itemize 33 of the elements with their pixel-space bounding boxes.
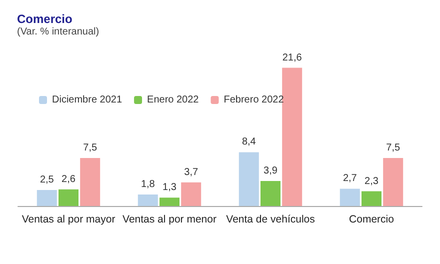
x-tick-label: Ventas al por menor: [122, 214, 217, 226]
data-label: 3,7: [184, 166, 198, 178]
bar: [36, 190, 57, 206]
data-label: 2,7: [342, 173, 358, 184]
bar: [362, 191, 382, 206]
data-label: 1,3: [162, 182, 177, 194]
data-label: 7,5: [83, 142, 98, 154]
bar: [260, 181, 280, 206]
chart-title: Comercio: [17, 12, 72, 26]
data-label: 2,5: [40, 174, 54, 186]
x-tick-label: Comercio: [349, 214, 394, 226]
data-label: 7,5: [386, 142, 400, 154]
chart-subtitle: (Var. % interanual): [17, 26, 100, 38]
bar: [340, 188, 360, 206]
legend-label: Febrero 2022: [224, 94, 284, 106]
data-label: 8,4: [242, 136, 256, 148]
data-label: 3,9: [264, 166, 278, 177]
data-label: 2,3: [364, 176, 379, 187]
x-tick-label: Venta de vehículos: [226, 214, 315, 226]
bar: [238, 152, 259, 206]
bar: [282, 68, 302, 206]
bar: [80, 158, 100, 206]
bar: [160, 198, 180, 206]
legend-label: Diciembre 2021: [52, 94, 122, 106]
bar: [58, 189, 78, 206]
bar: [138, 194, 158, 206]
legend-label: Enero 2022: [147, 94, 200, 106]
data-label: 21,6: [282, 52, 302, 64]
data-label: 1,8: [140, 178, 156, 190]
data-label: 2,6: [62, 174, 76, 185]
x-tick-label: Ventas al por mayor: [22, 214, 116, 226]
bar: [181, 182, 202, 206]
bar: [383, 158, 404, 206]
